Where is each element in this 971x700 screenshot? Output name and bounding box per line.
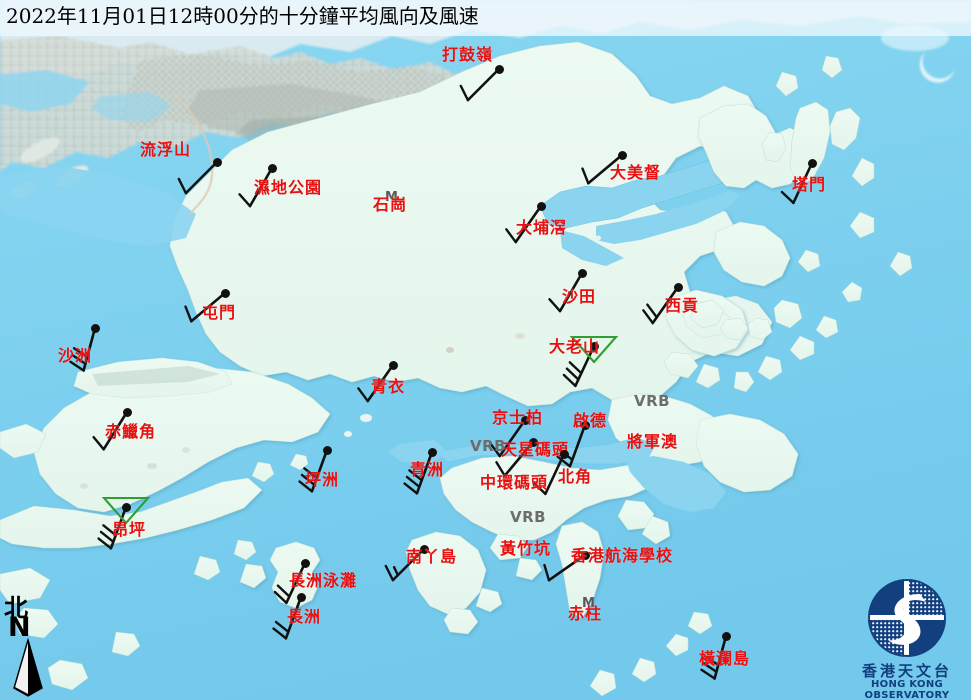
station-label: 香港航海學校: [571, 546, 674, 565]
mid-channel-islands: [80, 333, 525, 489]
station-label: 打鼓嶺: [442, 45, 494, 64]
station-dot: [617, 150, 627, 160]
station-dot: [267, 163, 277, 173]
station-dot: [721, 631, 731, 641]
station-label: 將軍澳: [627, 432, 679, 451]
station-label: 流浮山: [140, 140, 192, 159]
station-label: 大美督: [610, 163, 662, 182]
station-dot: [122, 407, 132, 417]
hko-logo-icon: [868, 579, 946, 657]
station-dot: [427, 447, 437, 457]
station-label: 昂坪: [112, 520, 147, 539]
station-dot: [536, 201, 546, 211]
station-label: 大埔滘: [516, 218, 568, 237]
station-dot: [528, 437, 538, 447]
station-maintenance-flag: M: [385, 190, 398, 205]
station-label: 長洲: [287, 607, 322, 626]
station-dot: [419, 544, 429, 554]
station-dot: [520, 415, 530, 425]
tolo-harbour: [539, 149, 749, 266]
station-label: 青衣: [371, 377, 406, 396]
station-label: 石崗: [373, 195, 408, 214]
station-label: 中環碼頭: [480, 473, 549, 492]
deep-bay: [0, 166, 196, 246]
south-lantau: [0, 423, 263, 691]
hong-kong-island: [439, 455, 671, 619]
station-dot: [121, 502, 131, 512]
station-label: 大老山: [549, 337, 601, 356]
station-label: 青洲: [410, 460, 445, 479]
page-title: 2022年11月01日12時00分的十分鐘平均風向及風速: [6, 4, 479, 28]
station-dot: [494, 64, 504, 74]
station-label: 沙田: [562, 287, 597, 306]
station-dot: [220, 288, 230, 298]
compass-rose: 北 N: [2, 588, 72, 700]
station-dot: [589, 341, 599, 351]
station-dot: [580, 550, 590, 560]
hko-logo: 香港天文台 HONG KONG OBSERVATORY: [848, 578, 966, 700]
new-territories-landmass: [169, 41, 773, 407]
station-label: 赤柱: [568, 604, 603, 623]
station-label: 長洲泳灘: [289, 571, 358, 590]
lantau-island: [33, 357, 331, 513]
logo-label-cn: 香港天文台: [861, 662, 952, 680]
station-dot: [580, 420, 590, 430]
station-label: 屯門: [202, 303, 237, 322]
station-label: 塔門: [792, 175, 827, 194]
station-label: 橫瀾島: [699, 649, 751, 668]
station-dot: [212, 157, 222, 167]
station-dot: [90, 323, 100, 333]
victoria-harbour: [388, 437, 726, 512]
station-dot: [673, 282, 683, 292]
gale-triangle-icon: [569, 335, 619, 364]
station-dot: [300, 558, 310, 568]
station-dot: [577, 268, 587, 278]
south-east-islets: [589, 211, 913, 697]
title-bar: 2022年11月01日12時00分的十分鐘平均風向及風速: [0, 0, 971, 36]
station-maintenance-flag: M: [582, 596, 595, 611]
compass-label-en: N: [8, 612, 31, 643]
station-label: 黃竹坑: [500, 539, 552, 558]
station-label: 赤鱲角: [105, 422, 157, 441]
station-label: 西貢: [665, 296, 700, 315]
station-label: 南丫島: [406, 547, 458, 566]
logo-label-en: HONG KONG OBSERVATORY: [864, 679, 950, 700]
station-label: 啟德: [573, 411, 608, 430]
station-vrb-label: VRB: [634, 392, 671, 410]
station-label: 天星碼頭: [501, 440, 570, 459]
station-dot: [388, 360, 398, 370]
gale-triangle-icon: [101, 496, 151, 525]
station-label: 北角: [558, 467, 593, 486]
station-dot: [559, 449, 569, 459]
tap-mun-islands: [761, 55, 875, 187]
station-dot: [296, 592, 306, 602]
station-dot: [807, 158, 817, 168]
station-label: 沙洲: [58, 346, 93, 365]
station-label: 京士柏: [492, 408, 544, 427]
border-road: [175, 95, 214, 215]
north-arrow-icon: [13, 638, 43, 697]
station-label: 濕地公園: [254, 178, 323, 197]
station-dot: [322, 445, 332, 455]
compass-label-cn: 北: [4, 593, 28, 622]
station-vrb-label: VRB: [510, 508, 547, 526]
station-label: 坪洲: [305, 470, 340, 489]
station-vrb-label: VRB: [470, 437, 507, 455]
sai-kung-islands: [663, 249, 863, 393]
